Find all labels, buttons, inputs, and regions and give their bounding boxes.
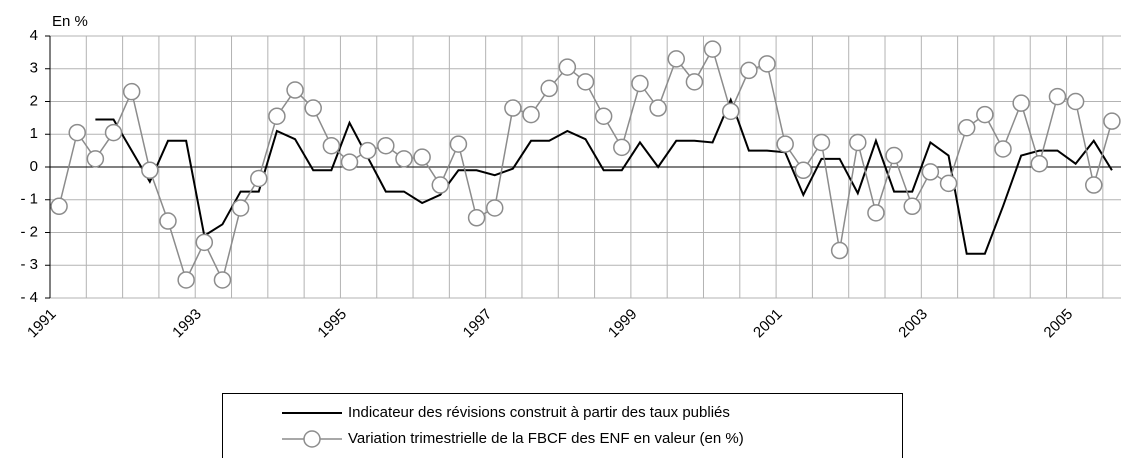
marker — [994, 140, 1012, 158]
marker — [195, 233, 214, 252]
marker — [721, 102, 740, 121]
x-tick-label: 2005 — [1041, 306, 1077, 342]
y-axis-label: En % — [52, 13, 88, 30]
marker — [431, 176, 450, 194]
marker — [740, 61, 758, 80]
marker — [703, 40, 722, 58]
x-tick-label: 1995 — [314, 306, 350, 342]
x-tick-label: 1991 — [24, 306, 60, 342]
marker — [903, 197, 921, 216]
marker — [213, 271, 232, 289]
marker — [141, 161, 159, 180]
marker — [1012, 94, 1030, 112]
y-tick-label: - 4 — [20, 289, 38, 306]
marker — [159, 212, 177, 230]
marker — [86, 150, 105, 168]
marker — [1103, 112, 1121, 130]
marker — [68, 123, 86, 142]
marker — [268, 107, 286, 125]
y-tick-label: 0 — [30, 158, 38, 175]
marker — [758, 55, 776, 73]
y-tick-label: - 1 — [20, 191, 38, 208]
x-tick-label: 1999 — [605, 306, 641, 342]
y-tick-label: 1 — [30, 125, 38, 142]
marker — [1066, 92, 1085, 111]
marker — [849, 133, 867, 152]
marker — [921, 163, 940, 181]
marker — [304, 99, 322, 117]
marker — [467, 209, 486, 227]
marker — [1048, 87, 1067, 106]
marker — [613, 138, 631, 157]
y-tick-label: 3 — [30, 60, 38, 77]
marker — [830, 241, 849, 260]
marker — [776, 135, 794, 153]
marker — [485, 199, 504, 217]
marker — [122, 82, 141, 101]
marker — [449, 135, 468, 153]
marker — [957, 118, 976, 137]
marker — [286, 81, 304, 99]
marker — [395, 150, 413, 168]
x-tick-label: 1997 — [460, 306, 496, 342]
x-tick-label: 2001 — [750, 306, 786, 342]
y-tick-label: - 3 — [20, 256, 38, 273]
marker — [885, 146, 903, 165]
legend-label: Variation trimestrielle de la FBCF des E… — [348, 430, 744, 447]
marker — [576, 73, 595, 91]
marker — [685, 73, 704, 91]
marker — [322, 136, 341, 155]
marker — [631, 74, 649, 93]
legend-label: Indicateur des révisions construit à par… — [348, 404, 730, 421]
legend-box — [222, 393, 903, 458]
marker — [540, 79, 558, 98]
marker — [522, 105, 540, 124]
marker — [377, 136, 395, 155]
y-tick-label: 4 — [30, 27, 38, 44]
marker — [867, 204, 885, 222]
marker — [812, 133, 831, 152]
marker — [413, 148, 431, 166]
marker — [50, 197, 68, 216]
marker — [649, 99, 667, 117]
marker — [939, 174, 958, 193]
marker — [250, 169, 268, 188]
marker — [358, 141, 377, 160]
marker — [558, 58, 577, 76]
marker — [104, 123, 123, 142]
marker — [231, 199, 250, 217]
marker — [177, 271, 195, 289]
x-tick-label: 2003 — [895, 306, 931, 342]
marker — [1030, 154, 1049, 173]
marker — [667, 50, 686, 68]
marker — [340, 153, 359, 171]
y-tick-label: 2 — [30, 92, 38, 109]
legend-marker — [303, 430, 321, 448]
marker — [976, 105, 994, 124]
marker — [1085, 176, 1103, 194]
x-tick-label: 1993 — [169, 306, 205, 342]
marker — [504, 99, 522, 117]
series-line — [95, 97, 1113, 255]
y-tick-label: - 2 — [20, 223, 38, 240]
marker — [594, 107, 613, 125]
marker — [794, 161, 813, 180]
